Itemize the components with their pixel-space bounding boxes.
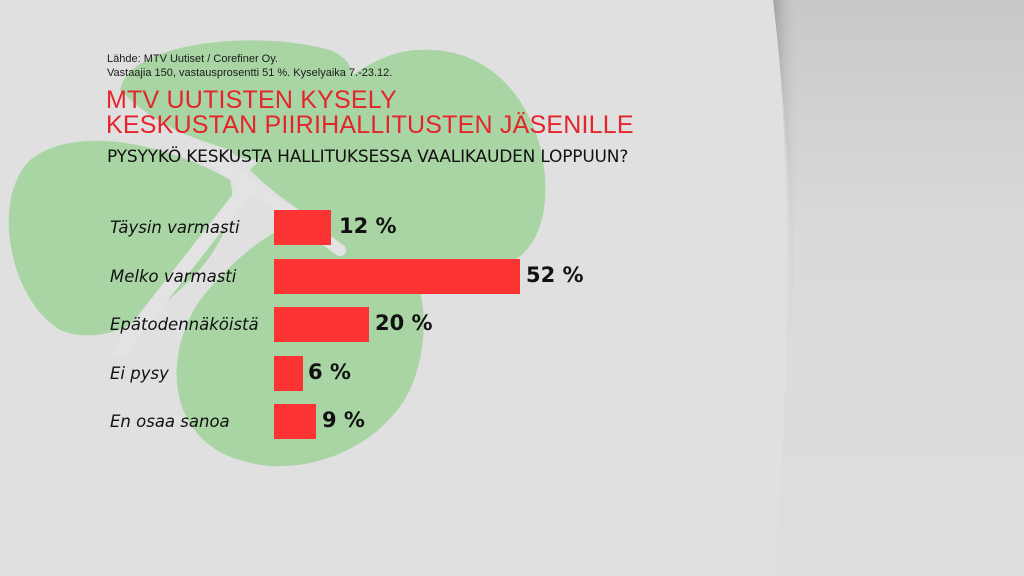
bar-row: Epätodennäköistä 20 %: [0, 307, 700, 343]
chart-question: PYSYYKÖ KESKUSTA HALLITUKSESSA VAALIKAUD…: [107, 147, 629, 167]
bar-label: Ei pysy: [110, 364, 169, 383]
bar-value: 52 %: [526, 263, 584, 287]
bar-value: 9 %: [322, 408, 365, 432]
bar: [274, 356, 303, 391]
chart-title: MTV UUTISTEN KYSELY KESKUSTAN PIIRIHALLI…: [106, 88, 634, 138]
respondents-line: Vastaajia 150, vastausprosentti 51 %. Ky…: [107, 67, 393, 79]
title-line-1: MTV UUTISTEN KYSELY: [106, 86, 397, 114]
bar-value: 12 %: [339, 214, 397, 238]
bar-row: Melko varmasti 52 %: [0, 259, 700, 295]
source-note: Lähde: MTV Uutiset / Corefiner Oy. Vasta…: [107, 52, 392, 80]
bar: [274, 307, 369, 342]
bar-label: En osaa sanoa: [110, 412, 230, 431]
bar-row: Ei pysy 6 %: [0, 356, 700, 392]
bar: [274, 404, 316, 439]
source-line: Lähde: MTV Uutiset / Corefiner Oy.: [107, 53, 278, 65]
bar-label: Täysin varmasti: [110, 218, 240, 237]
bar-value: 20 %: [375, 311, 433, 335]
bar-value: 6 %: [308, 360, 351, 384]
bar-label: Epätodennäköistä: [110, 315, 259, 334]
bar: [274, 210, 331, 245]
title-line-2: KESKUSTAN PIIRIHALLITUSTEN JÄSENILLE: [106, 111, 634, 139]
bar: [274, 259, 520, 294]
bar-row: En osaa sanoa 9 %: [0, 404, 700, 440]
bar-label: Melko varmasti: [110, 267, 237, 286]
bar-row: Täysin varmasti 12 %: [0, 210, 700, 246]
